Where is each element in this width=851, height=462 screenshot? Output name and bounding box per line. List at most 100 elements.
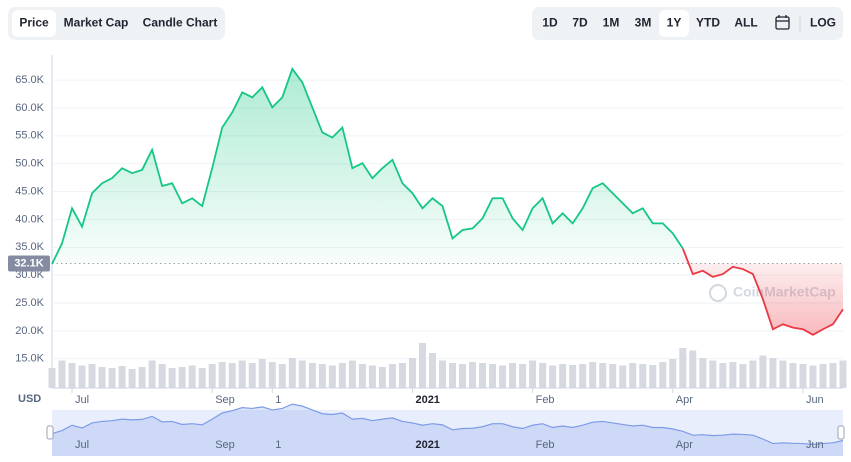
y-tick-label: 40.0K [15, 213, 44, 225]
navigator-label: Feb [536, 439, 555, 451]
tab[interactable]: Price [19, 16, 49, 30]
price-area [682, 248, 843, 335]
navigator-handle[interactable] [837, 425, 845, 440]
currency-label: USD [18, 393, 41, 405]
y-tick-label: 30.0K [15, 269, 44, 281]
volume-bar [599, 363, 607, 388]
volume-bar [168, 368, 176, 388]
volume-bar [459, 364, 467, 388]
baseline-label: 32.1K [14, 257, 43, 269]
volume-bar [509, 363, 517, 388]
volume-bar [378, 367, 386, 388]
range-button[interactable]: 1M [603, 16, 620, 30]
price-area [52, 68, 683, 265]
volume-bar [418, 343, 426, 388]
navigator-label: 1 [275, 439, 281, 451]
range-button[interactable]: YTD [696, 16, 720, 30]
x-tick-label: Jul [75, 394, 89, 406]
volume-bar [198, 368, 206, 388]
volume-bar [699, 358, 707, 388]
y-tick-label: 20.0K [15, 325, 44, 337]
volume-bar [839, 360, 847, 388]
volume-bar [48, 368, 56, 388]
range-button[interactable]: 7D [572, 16, 588, 30]
volume-bar [208, 364, 216, 388]
active-range-bg [659, 10, 689, 37]
volume-bar [529, 360, 537, 388]
tab[interactable]: Market Cap [64, 16, 129, 30]
volume-bar [128, 369, 136, 388]
volume-bar [579, 364, 587, 388]
range-button[interactable]: 1Y [667, 16, 682, 30]
volume-bar [218, 362, 226, 388]
volume-bar [328, 365, 336, 388]
volume-bar [689, 350, 697, 388]
volume-bar [829, 363, 837, 388]
range-button[interactable]: 3M [635, 16, 652, 30]
watermark-logo [709, 284, 727, 302]
volume-bar [58, 360, 66, 388]
navigator-label: 2021 [415, 439, 439, 451]
volume-bar [489, 364, 497, 388]
volume-bar [358, 364, 366, 388]
navigator-line [51, 403, 844, 446]
y-tick-label: 45.0K [15, 185, 44, 197]
volume-bar [278, 364, 286, 388]
volume-bar [428, 353, 436, 388]
volume-bar [779, 360, 787, 388]
y-tick-label: 55.0K [15, 130, 44, 142]
log-button[interactable]: LOG [810, 16, 836, 30]
volume-bar [308, 363, 316, 388]
x-tick-label: 1 [275, 394, 281, 406]
y-tick-label: 60.0K [15, 102, 44, 114]
volume-bar [388, 364, 396, 388]
volume-bar [819, 364, 827, 388]
volume-bar [589, 362, 597, 388]
range-button[interactable]: ALL [734, 16, 757, 30]
navigator-handle[interactable] [46, 425, 54, 440]
navigator-area [52, 404, 843, 456]
volume-bar [408, 358, 416, 388]
volume-bar [639, 364, 647, 388]
volume-bar [759, 355, 767, 388]
volume-bar [438, 360, 446, 388]
volume-bar [188, 365, 196, 388]
x-tick-label: Jun [806, 394, 824, 406]
volume-bar [669, 359, 677, 388]
volume-bar [138, 367, 146, 388]
volume-bar [98, 367, 106, 388]
y-tick-label: 25.0K [15, 297, 44, 309]
navigator-label: Jun [806, 439, 824, 451]
navigator [52, 410, 843, 456]
y-tick-label: 35.0K [15, 241, 44, 253]
x-tick-label: Apr [676, 394, 693, 406]
volume-bar [499, 365, 507, 388]
volume-bar [238, 360, 246, 388]
volume-bar [88, 364, 96, 388]
volume-bar [469, 362, 477, 388]
volume-bar [809, 365, 817, 388]
volume-bar [609, 364, 617, 388]
volume-bar [288, 358, 296, 388]
range-button[interactable]: 1D [542, 16, 558, 30]
volume-bar [539, 363, 547, 388]
x-tick-label: 2021 [415, 394, 439, 406]
calendar-icon[interactable] [775, 15, 790, 30]
active-tab-bg [12, 10, 56, 37]
volume-bar [248, 363, 256, 388]
volume-bar [719, 363, 727, 388]
price-line [51, 67, 684, 265]
volume-bar [799, 364, 807, 388]
tab[interactable]: Candle Chart [143, 16, 218, 30]
volume-bar [298, 360, 306, 388]
volume-bar [398, 363, 406, 388]
volume-bar [679, 348, 687, 388]
volume-bar [629, 363, 637, 388]
y-tick-label: 15.0K [15, 353, 44, 365]
volume-bar [649, 365, 657, 388]
navigator-label: Sep [215, 439, 235, 451]
volume-bar [739, 364, 747, 388]
y-tick-label: 65.0K [15, 74, 44, 86]
volume-bar [68, 363, 76, 388]
